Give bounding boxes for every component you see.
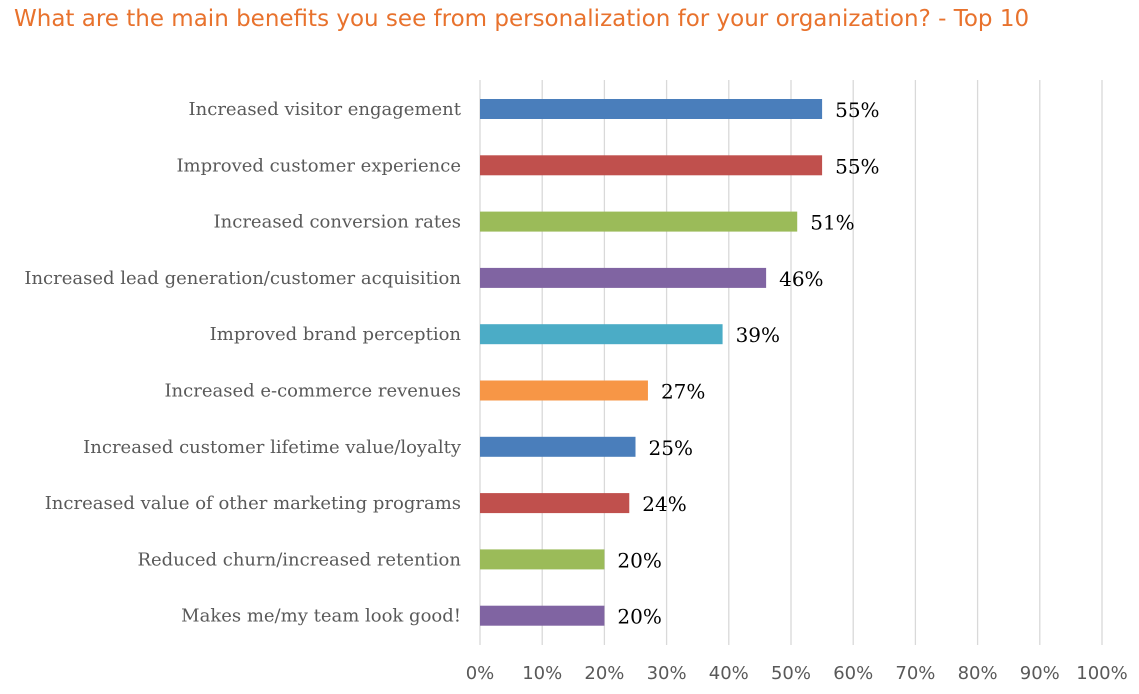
category-label: Increased value of other marketing progr… <box>45 493 461 514</box>
category-labels: Increased visitor engagement Improved cus… <box>24 99 461 627</box>
category-label: Makes me/my team look good! <box>181 606 461 627</box>
data-label: 27% <box>661 380 705 404</box>
bar <box>480 549 605 570</box>
category-label: Increased e-commerce revenues <box>164 381 461 402</box>
x-tick-label: 70% <box>895 663 935 684</box>
data-label: 25% <box>649 436 693 460</box>
x-axis-tick-labels: 0% 10% 20% 30% 40% 50% 60% 70% 80% 90% 100% <box>466 663 1128 684</box>
data-label: 20% <box>617 605 661 629</box>
data-label: 51% <box>810 211 854 235</box>
data-label: 20% <box>617 548 661 572</box>
bar <box>480 267 767 288</box>
x-tick-label: 80% <box>958 663 998 684</box>
bar <box>480 605 605 626</box>
bar <box>480 99 823 119</box>
bar <box>480 436 636 457</box>
category-label: Increased conversion rates <box>214 212 461 233</box>
bar <box>480 493 630 514</box>
bar <box>480 211 798 232</box>
category-label: Increased customer lifetime value/loyalt… <box>83 437 462 458</box>
x-tick-label: 30% <box>647 663 687 684</box>
x-tick-label: 40% <box>709 663 749 684</box>
bar <box>480 155 823 176</box>
x-tick-label: 20% <box>584 663 624 684</box>
x-tick-label: 10% <box>522 663 562 684</box>
data-label: 39% <box>736 323 780 347</box>
data-label: 46% <box>779 267 823 291</box>
chart-title: What are the main benefits you see from … <box>14 6 1030 32</box>
bar <box>480 380 648 401</box>
x-tick-label: 100% <box>1076 663 1127 684</box>
data-label: 55% <box>835 98 879 122</box>
x-tick-label: 0% <box>466 663 495 684</box>
x-tick-label: 60% <box>833 663 873 684</box>
bar <box>480 324 723 345</box>
category-label: Reduced churn/increased retention <box>137 549 461 570</box>
category-label: Improved brand perception <box>210 324 462 345</box>
category-label: Increased visitor engagement <box>189 99 462 120</box>
data-label: 55% <box>835 154 879 178</box>
data-label: 24% <box>642 492 686 516</box>
category-label: Improved customer experience <box>176 155 461 176</box>
category-label: Increased lead generation/customer acqui… <box>24 268 461 289</box>
x-tick-label: 90% <box>1020 663 1060 684</box>
x-tick-label: 50% <box>771 663 811 684</box>
bars <box>480 99 823 626</box>
value-labels: 55% 55% 51% 46% 39% 27% 25% 24% 20% 20% <box>617 98 879 629</box>
